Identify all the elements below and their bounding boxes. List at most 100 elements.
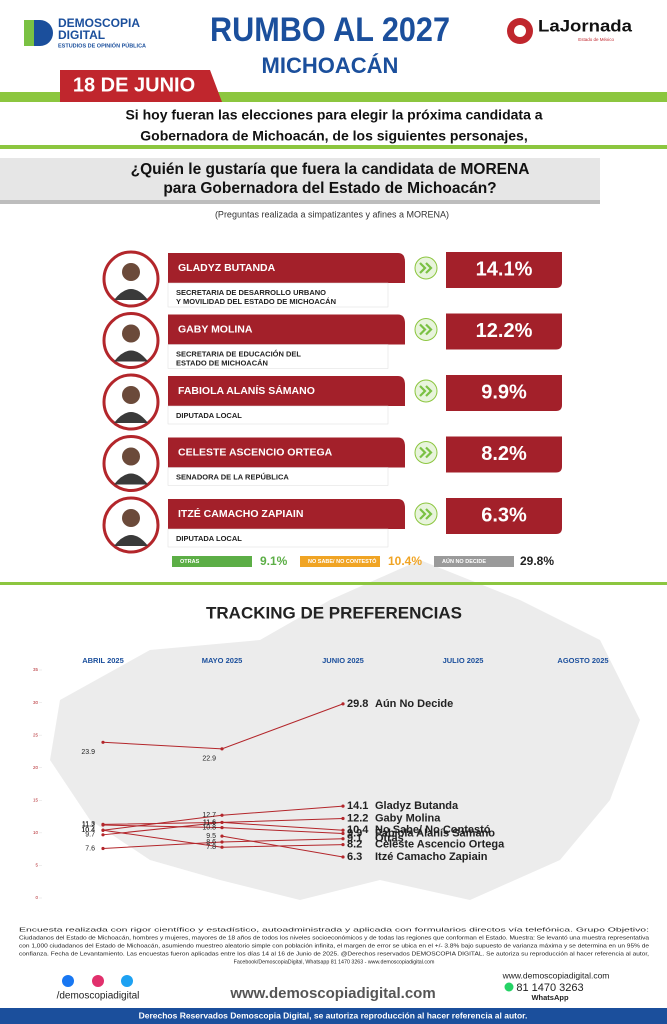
candidate-photo-body (114, 289, 148, 300)
candidate-role-box (167, 405, 389, 425)
methodology-text: Ciudadanos del Estado de Michoacán, homb… (19, 935, 649, 941)
series-point (220, 820, 224, 825)
series-point (220, 826, 224, 830)
series-point (341, 855, 345, 859)
series-name: Aún No Decide (375, 698, 453, 710)
question-text: ¿Quién le gustaría que fuera la candidat… (131, 161, 530, 178)
x-tick-label: MAYO 2025 (202, 656, 243, 665)
point-label: 7.8 (206, 844, 216, 851)
series-point (220, 840, 224, 844)
methodology-text: Facebook/DemoscopiaDigital, Whatsapp 81 … (234, 959, 435, 965)
series-name: Celeste Ascencio Ortega (375, 838, 505, 850)
candidate-photo-head (122, 263, 140, 281)
date: 18 DE JUNIO (73, 74, 195, 96)
candidate-percent: 12.2% (476, 320, 533, 342)
methodology-text: con 1,000 ciudadanos del Estado de Micho… (19, 943, 649, 949)
rights-bar (0, 1008, 667, 1024)
others-label-box (434, 556, 514, 567)
series-point (220, 845, 224, 849)
percent-box (446, 375, 562, 411)
candidate-row (102, 435, 562, 492)
candidate-role: SECRETARIA DE DESARROLLO URBANO (176, 288, 326, 297)
candidate-role-box (167, 344, 389, 369)
candidate-row (102, 312, 562, 369)
series-name: Gaby Molina (375, 812, 441, 824)
green-band (0, 92, 667, 102)
others-percent: 29.8% (520, 554, 554, 568)
green-band (0, 145, 667, 149)
series-line (221, 835, 344, 858)
point-label: 10.8 (202, 824, 216, 831)
social-icon (92, 975, 104, 987)
candidate-name: GLADYZ BUTANDA (178, 262, 276, 274)
candidate-role: ESTADO DE MICHOACÁN (176, 358, 268, 367)
series-name: Otras (375, 833, 404, 845)
point-label: 10.4 (81, 827, 95, 834)
candidate-percent: 6.3% (481, 504, 527, 526)
point-label: 8.6 (206, 839, 216, 846)
candidate-row (102, 373, 562, 431)
separator (0, 582, 667, 585)
candidate-photo-body (114, 535, 148, 546)
date-badge (60, 70, 222, 102)
others-percent: 10.4% (388, 554, 422, 568)
candidate-role: DIPUTADA LOCAL (176, 411, 242, 420)
y-tick-label: 15 (33, 797, 39, 802)
point-label: 7.6 (85, 845, 95, 852)
point-label: 9.9 (347, 827, 362, 839)
subtitle: MICHOACÁN (262, 53, 399, 78)
candidate-role-box (167, 528, 389, 548)
series-point (341, 804, 345, 808)
candidate-row (102, 250, 562, 308)
candidate-percent: 14.1% (476, 258, 533, 280)
candidate-photo-head (122, 447, 140, 466)
brand: DEMOSCOPIA (58, 16, 140, 30)
series-point (101, 846, 105, 851)
candidate-role: Y MOVILIDAD DEL ESTADO DE MICHOACÁN (176, 297, 336, 306)
partner-tagline: Estado de México (578, 37, 614, 42)
point-label: 22.9 (202, 756, 216, 763)
point-label: 10.4 (81, 827, 95, 834)
point-label: 23.9 (81, 749, 95, 756)
website-small: www.demoscopiadigital.com (502, 970, 610, 980)
candidate-photo-body (114, 350, 148, 362)
chevron (419, 508, 433, 520)
series-point (220, 834, 224, 838)
percent-box (446, 313, 562, 350)
question-box (0, 158, 600, 204)
chevron (419, 323, 433, 336)
candidate-name-bar (168, 376, 405, 406)
series-name: Itzé Camacho Zapiain (375, 851, 488, 863)
note: (Preguntas realizada a simpatizantes y a… (215, 209, 449, 219)
point-label: 11.6 (203, 819, 216, 826)
y-tick-label: 0 (35, 895, 38, 900)
title: RUMBO AL 2027 (210, 11, 450, 49)
candidate-photo-head (122, 386, 140, 404)
intro-text: Si hoy fueran las elecciones para elegir… (125, 107, 542, 123)
series-point (101, 828, 105, 832)
x-tick-label: JUNIO 2025 (322, 656, 364, 665)
others-label: AÚN NO DECIDE (442, 558, 486, 565)
candidate-name: FABIOLA ALANÍS SÁMANO (178, 384, 315, 397)
y-tick-label: 30 (33, 700, 39, 705)
phone-label: WhatsApp (531, 993, 568, 1002)
candidate-photo-head (122, 324, 140, 343)
series-point (220, 747, 224, 751)
candidate-name: CELESTE ASCENCIO ORTEGA (178, 446, 333, 458)
series-name: No Sabe/ No Contestó (375, 824, 491, 836)
candidate-photo-body (114, 473, 148, 485)
series-point (341, 816, 345, 821)
website: www.demoscopiadigital.com (229, 985, 435, 1002)
candidate-name-bar (168, 253, 405, 283)
map-silhouette (50, 560, 640, 900)
candidate-name-bar (168, 437, 405, 468)
whatsapp-icon (504, 982, 514, 992)
y-tick-label: 5 (35, 863, 38, 868)
point-label: 14.1 (347, 800, 368, 812)
candidate-name-bar (168, 314, 405, 345)
others-label: OTRAS (180, 559, 200, 565)
candidate-role: SENADORA DE LA REPÚBLICA (176, 472, 289, 481)
candidate-role-box (167, 282, 389, 308)
series-point (341, 828, 345, 832)
logo-mark (34, 20, 53, 46)
